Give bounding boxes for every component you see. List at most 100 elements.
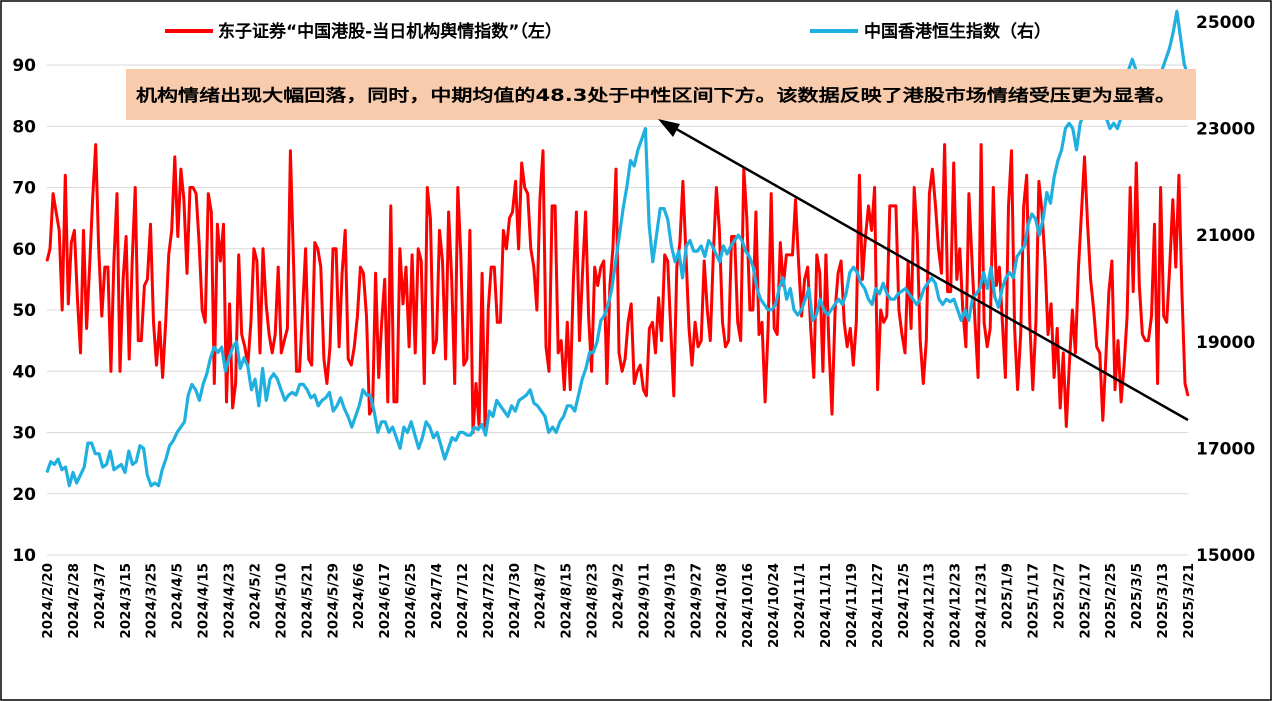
data-point-left bbox=[232, 407, 234, 409]
data-point-left bbox=[791, 254, 794, 256]
x-tick-label: 2024/9/2 bbox=[611, 563, 627, 629]
y-left-tick-label: 10 bbox=[12, 546, 36, 566]
data-point-left bbox=[256, 260, 258, 262]
data-point-left bbox=[895, 205, 897, 207]
data-point-left bbox=[125, 235, 127, 238]
data-point-left bbox=[1017, 389, 1019, 391]
data-point-left bbox=[950, 291, 952, 293]
data-point-left bbox=[213, 382, 215, 385]
data-point-left bbox=[971, 260, 973, 262]
data-point-left bbox=[353, 346, 355, 348]
data-point-left bbox=[311, 364, 313, 366]
data-point-left bbox=[1187, 395, 1189, 397]
y-right-tick-label: 21000 bbox=[1196, 226, 1255, 246]
data-point-right bbox=[395, 437, 397, 439]
data-point-left bbox=[728, 340, 730, 342]
data-point-right bbox=[157, 485, 160, 487]
data-point-left bbox=[654, 352, 657, 354]
data-point-right bbox=[797, 314, 799, 316]
data-point-left bbox=[201, 309, 203, 311]
data-point-left bbox=[548, 370, 550, 372]
data-point-left bbox=[1041, 211, 1043, 213]
data-point-right bbox=[693, 250, 695, 252]
annotation-box bbox=[126, 69, 1196, 120]
data-point-left bbox=[58, 229, 60, 231]
data-point-right bbox=[1049, 202, 1052, 204]
data-point-left bbox=[67, 303, 69, 305]
legend: 东子证券“中国港股-当日机构舆情指数”（左） 中国香港恒生指数（右） bbox=[165, 21, 1051, 42]
data-point-left bbox=[846, 346, 848, 348]
data-point-right bbox=[466, 434, 468, 436]
data-point-left bbox=[731, 235, 733, 238]
data-point-left bbox=[1090, 278, 1092, 280]
data-point-left bbox=[1080, 211, 1083, 213]
axes: 10 20 30 40 50 60 70 80 90 15000 17000 19000 21000 23… bbox=[12, 13, 1255, 648]
data-point-left bbox=[329, 346, 331, 348]
data-point-left bbox=[505, 248, 507, 250]
data-point-right bbox=[50, 461, 52, 463]
data-point-left bbox=[95, 144, 97, 146]
data-point-left bbox=[265, 303, 267, 305]
data-point-right bbox=[704, 255, 706, 258]
data-point-right bbox=[1046, 192, 1048, 194]
data-point-left bbox=[271, 352, 273, 354]
data-point-right bbox=[600, 319, 602, 322]
x-tick-label: 2024/4/5 bbox=[170, 563, 186, 629]
data-point-right bbox=[496, 399, 498, 401]
x-tick-label: 2025/2/7 bbox=[1051, 563, 1067, 629]
data-point-right bbox=[938, 298, 940, 300]
data-point-right bbox=[867, 298, 870, 300]
data-point-left bbox=[825, 254, 827, 256]
data-point-right bbox=[681, 277, 684, 279]
data-point-right bbox=[1176, 10, 1178, 12]
data-point-left bbox=[892, 205, 894, 207]
data-point-left bbox=[703, 260, 705, 262]
data-point-right bbox=[551, 426, 554, 428]
data-point-right bbox=[131, 463, 134, 465]
y-right-tick-label: 25000 bbox=[1196, 13, 1255, 33]
data-point-left bbox=[131, 260, 133, 262]
data-point-right bbox=[748, 255, 751, 258]
data-point-left bbox=[308, 358, 310, 360]
data-point-right bbox=[1057, 160, 1059, 162]
data-point-right bbox=[667, 218, 669, 220]
data-point-left bbox=[481, 272, 483, 274]
data-point-left bbox=[721, 321, 724, 323]
data-point-left bbox=[445, 358, 447, 360]
data-point-right bbox=[830, 309, 832, 311]
data-point-right bbox=[191, 383, 193, 385]
data-point-left bbox=[962, 309, 964, 311]
data-point-left bbox=[533, 266, 535, 268]
data-point-left bbox=[1135, 162, 1137, 164]
data-point-right bbox=[622, 208, 624, 210]
data-point-left bbox=[852, 364, 854, 366]
x-tick-label: 2024/12/31 bbox=[974, 563, 990, 648]
data-point-left bbox=[1123, 364, 1125, 366]
data-point-right bbox=[629, 160, 632, 162]
data-point-right bbox=[852, 266, 855, 268]
data-point-right bbox=[760, 298, 762, 300]
data-point-right bbox=[302, 383, 304, 385]
data-point-right bbox=[503, 410, 505, 412]
data-point-right bbox=[875, 287, 877, 290]
data-point-left bbox=[320, 266, 322, 268]
data-point-left bbox=[797, 260, 800, 262]
x-tick-label: 2024/3/15 bbox=[118, 563, 134, 639]
data-point-right bbox=[931, 277, 933, 279]
data-point-left bbox=[944, 144, 946, 146]
data-point-right bbox=[406, 431, 409, 433]
data-point-left bbox=[992, 186, 994, 189]
y-left-tick-label: 50 bbox=[12, 301, 36, 321]
data-point-right bbox=[782, 277, 784, 279]
data-point-right bbox=[1064, 128, 1066, 130]
data-point-left bbox=[1147, 340, 1149, 342]
data-point-right bbox=[756, 287, 758, 290]
data-point-right bbox=[916, 303, 918, 306]
data-point-left bbox=[569, 389, 571, 391]
data-point-left bbox=[1102, 419, 1104, 421]
data-point-right bbox=[566, 405, 568, 407]
data-point-right bbox=[927, 282, 929, 284]
data-point-left bbox=[195, 193, 197, 195]
data-point-left bbox=[235, 382, 237, 385]
data-point-right bbox=[860, 282, 862, 284]
